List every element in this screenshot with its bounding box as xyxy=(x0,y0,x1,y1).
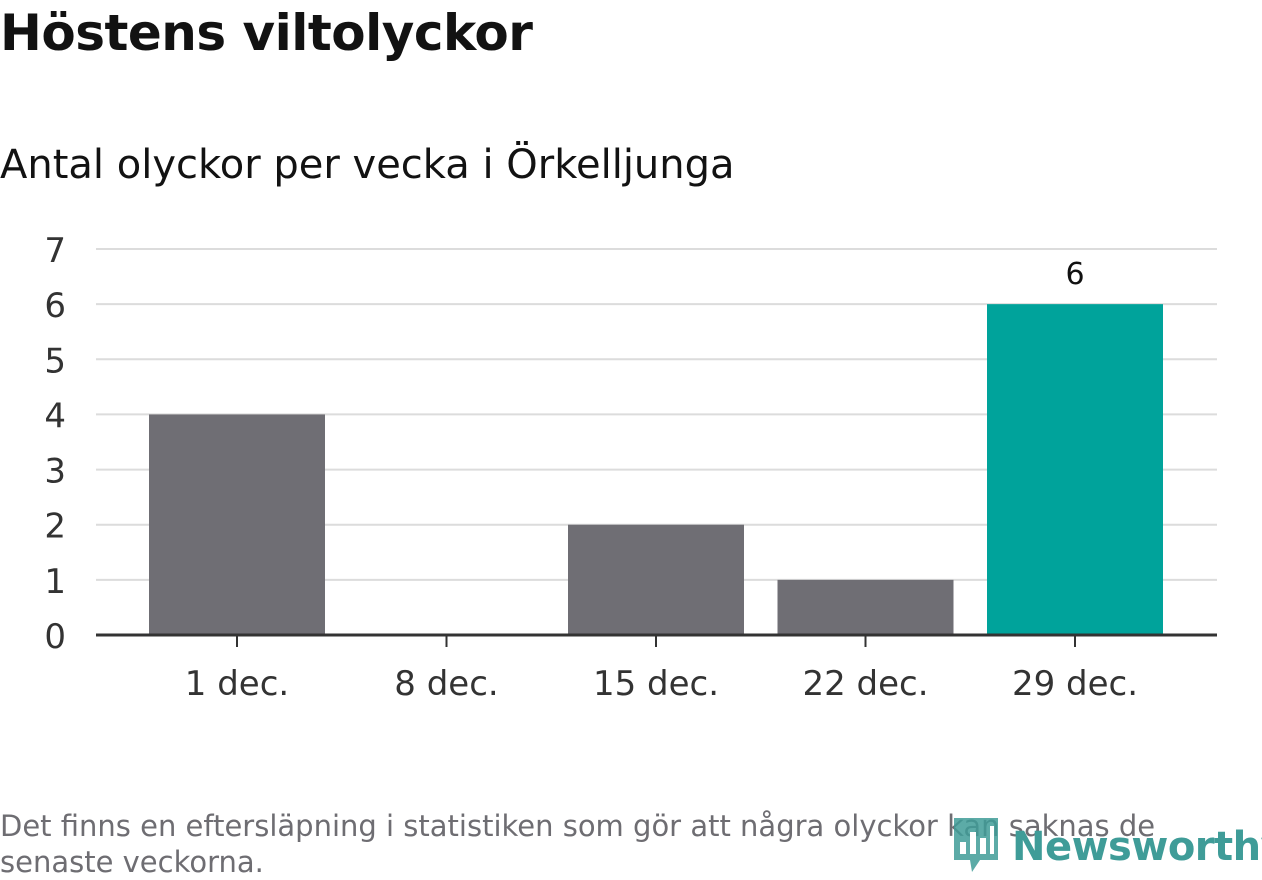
y-tick-label: 3 xyxy=(44,452,66,492)
x-tick-label: 15 dec. xyxy=(593,664,719,704)
brand-logo[interactable]: Newsworthy xyxy=(950,814,1262,880)
y-tick-label: 6 xyxy=(44,286,66,326)
bar xyxy=(149,414,325,635)
y-tick-label: 0 xyxy=(44,617,66,657)
x-tick-label: 22 dec. xyxy=(802,664,928,704)
bar xyxy=(568,524,744,635)
newsworthy-logo-icon xyxy=(950,814,1002,880)
y-tick-label: 1 xyxy=(44,562,66,602)
bar xyxy=(777,579,954,635)
y-tick-label: 5 xyxy=(44,341,66,381)
y-tick-label: 4 xyxy=(44,396,66,436)
y-tick-label: 7 xyxy=(44,231,66,271)
x-tick-label: 8 dec. xyxy=(394,664,498,704)
data-label: 6 xyxy=(1065,257,1084,292)
bar xyxy=(987,304,1163,635)
brand-name: Newsworthy xyxy=(1012,824,1262,870)
y-tick-label: 2 xyxy=(44,507,66,547)
chart-title: Höstens viltolyckor xyxy=(0,4,533,62)
x-tick-label: 29 dec. xyxy=(1012,664,1138,704)
chart-subtitle: Antal olyckor per vecka i Örkelljunga xyxy=(0,142,735,188)
x-tick-label: 1 dec. xyxy=(185,664,289,704)
